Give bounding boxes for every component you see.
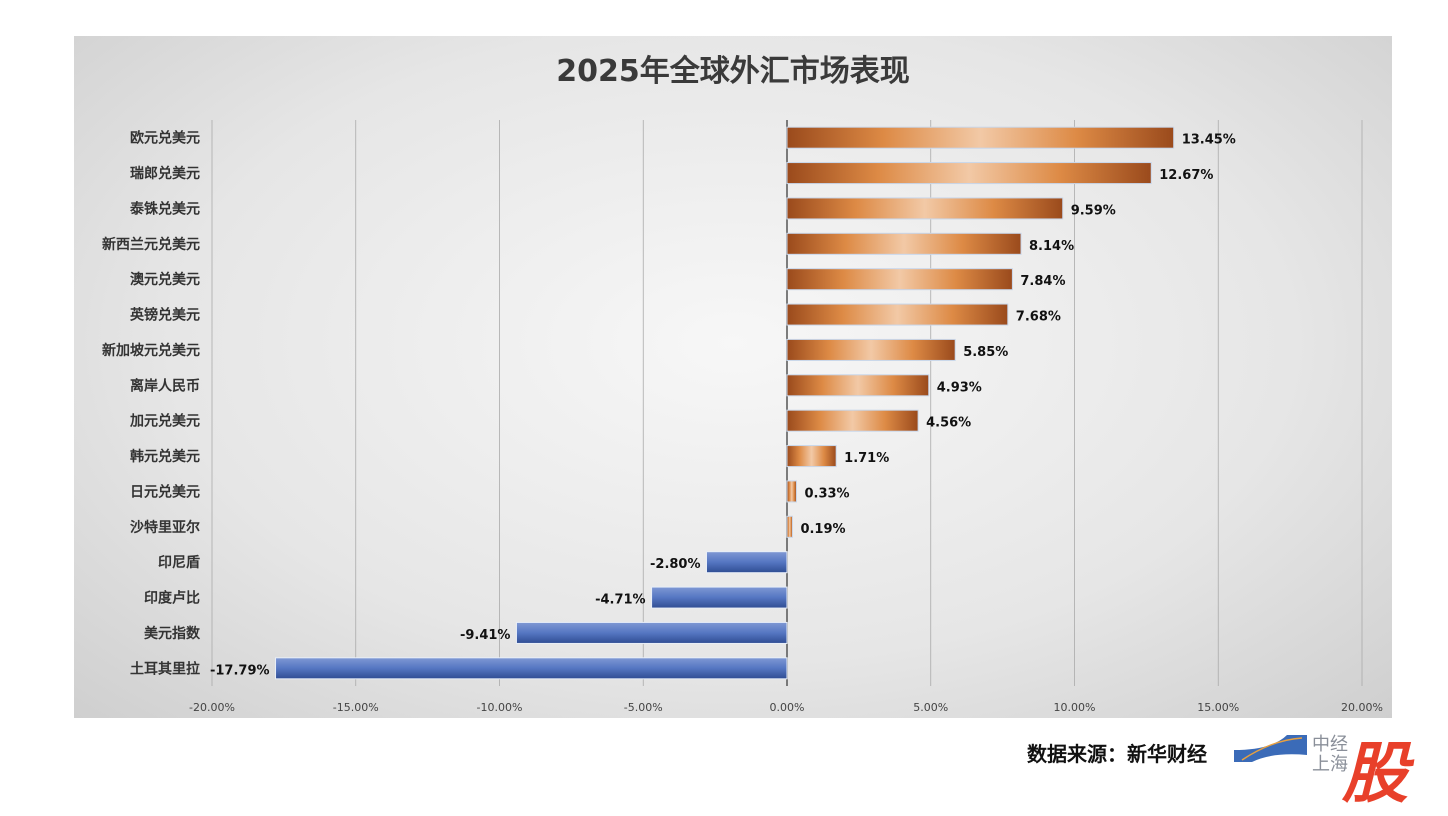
bar (786, 480, 797, 503)
bar (786, 232, 1022, 255)
bar (786, 515, 793, 538)
x-tick-label: 10.00% (1054, 701, 1096, 714)
x-tick-label: -20.00% (189, 701, 235, 714)
bar (786, 374, 930, 397)
data-label: 0.33% (804, 486, 849, 501)
data-label: -2.80% (650, 557, 701, 572)
bar (786, 162, 1152, 185)
x-tick-label: 20.00% (1341, 701, 1383, 714)
category-label: 新西兰元兑美元 (102, 236, 200, 253)
bar (651, 586, 788, 609)
category-label: 印度卢比 (144, 590, 200, 607)
category-label: 泰铢兑美元 (129, 200, 200, 217)
bar (515, 621, 788, 644)
category-label: 土耳其里拉 (130, 660, 200, 677)
data-label: 0.19% (800, 522, 845, 537)
chart-panel: 2025年全球外汇市场表现 欧元兑美元 13.45% 瑞郎兑美元 12.67% 泰铢兑美… (74, 36, 1392, 718)
x-tick-label: 15.00% (1197, 701, 1239, 714)
category-label: 澳元兑美元 (130, 271, 200, 288)
bar (786, 409, 919, 432)
category-label: 瑞郎兑美元 (130, 165, 200, 182)
logo-text: 上海 (1312, 754, 1348, 775)
data-label: 9.59% (1071, 203, 1116, 218)
category-label: 欧元兑美元 (130, 130, 200, 147)
bar (786, 268, 1013, 291)
data-label: 5.85% (963, 345, 1008, 360)
bar (786, 303, 1009, 326)
logo-swoosh-icon (1234, 735, 1307, 762)
data-label: 7.84% (1020, 274, 1065, 289)
bar-chart: 2025年全球外汇市场表现 欧元兑美元 13.45% 瑞郎兑美元 12.67% 泰铢兑美… (102, 54, 1383, 714)
data-label: 12.67% (1159, 168, 1213, 183)
category-label: 加元兑美元 (129, 413, 200, 430)
bar (786, 338, 956, 361)
data-label: 1.71% (844, 451, 889, 466)
data-label: 4.93% (937, 380, 982, 395)
data-label: 7.68% (1016, 310, 1061, 325)
bar (786, 126, 1175, 149)
data-label: 8.14% (1029, 239, 1074, 254)
category-label: 日元兑美元 (130, 483, 200, 500)
category-label: 美元指数 (144, 625, 201, 642)
category-label: 沙特里亚尔 (130, 519, 200, 536)
logo-text: 中经 (1312, 734, 1348, 755)
x-tick-label: 5.00% (913, 701, 948, 714)
data-label: -17.79% (210, 663, 270, 678)
bar (786, 445, 837, 468)
data-label: 4.56% (926, 416, 971, 431)
category-label: 印尼盾 (158, 554, 200, 571)
x-tick-label: -5.00% (624, 701, 663, 714)
x-tick-label: -10.00% (477, 701, 523, 714)
bar (275, 657, 788, 680)
data-source: 数据来源：新华财经 (1027, 742, 1207, 766)
x-tick-label: 0.00% (770, 701, 805, 714)
category-label: 新加坡元兑美元 (102, 342, 200, 359)
logo: 中经 上海 股 (1232, 730, 1432, 812)
chart-title: 2025年全球外汇市场表现 (556, 54, 910, 89)
category-label: 韩元兑美元 (130, 448, 200, 465)
category-label: 英镑兑美元 (129, 307, 200, 324)
logo-mark: 股 (1342, 735, 1408, 812)
data-label: -4.71% (595, 593, 646, 608)
category-label: 离岸人民币 (130, 377, 200, 394)
bar (786, 197, 1064, 220)
data-label: -9.41% (460, 628, 511, 643)
data-label: 13.45% (1182, 133, 1236, 148)
x-tick-label: -15.00% (333, 701, 379, 714)
bar (706, 551, 788, 574)
